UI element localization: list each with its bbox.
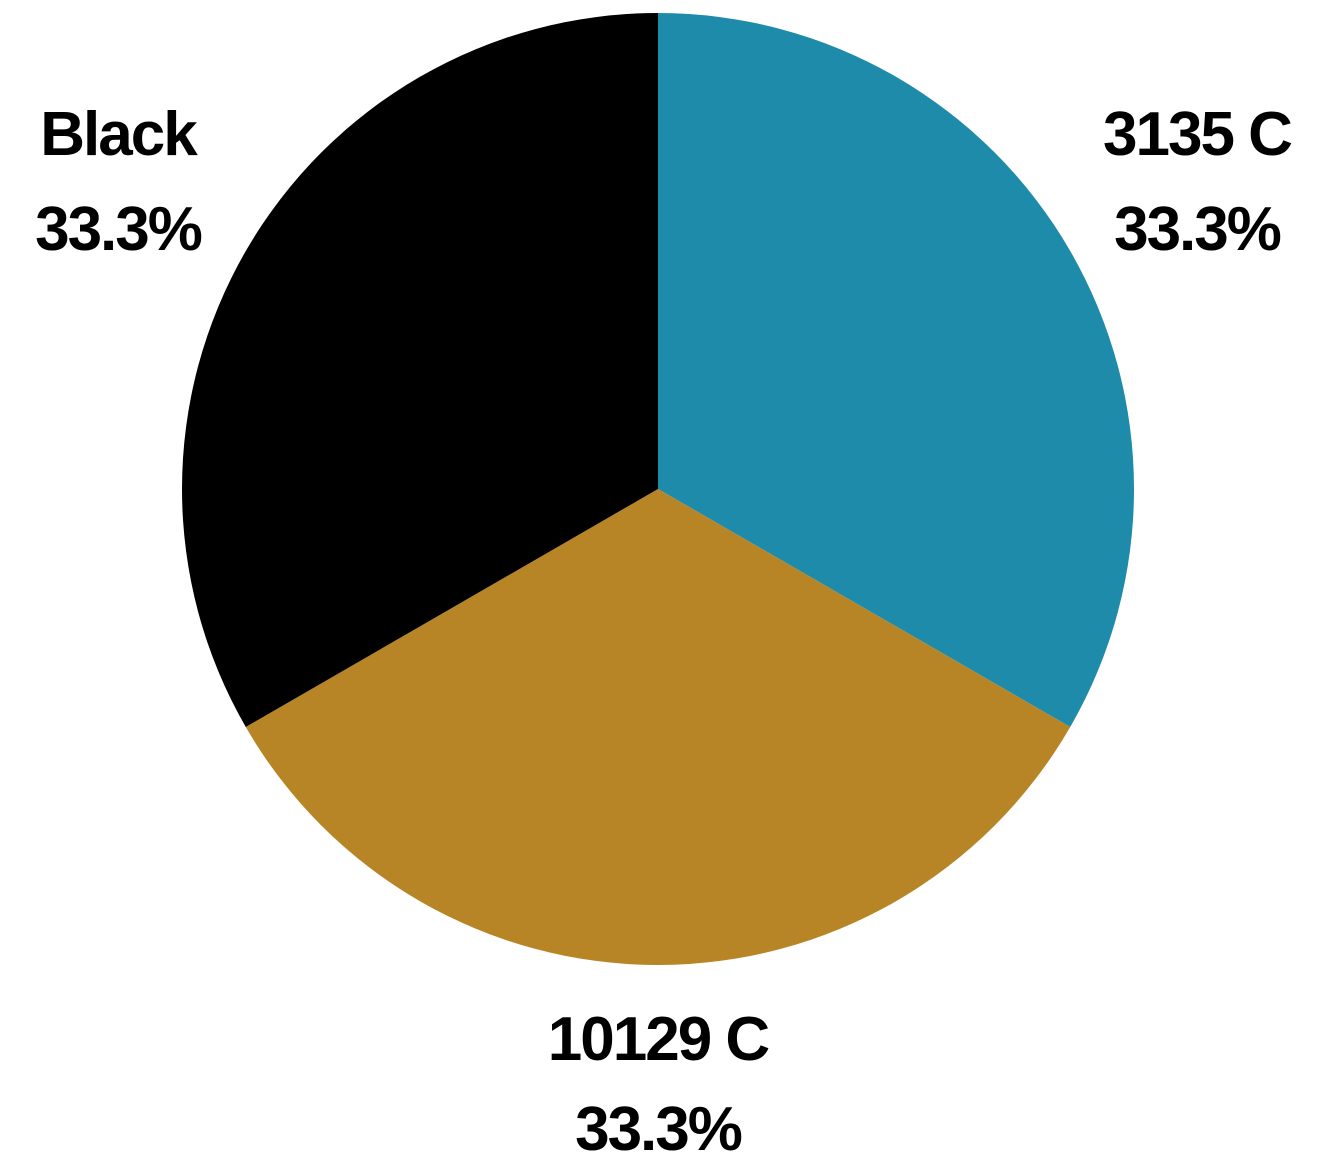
- pie-slice-10129-c: [245, 489, 1071, 965]
- slice-name-label: 3135 C: [1103, 100, 1292, 169]
- slice-percent-label: 33.3%: [575, 1095, 742, 1161]
- slice-percent-label: 33.3%: [1114, 195, 1281, 264]
- pie-slice-black: [182, 13, 658, 727]
- slice-name-label: 10129 C: [548, 1005, 770, 1074]
- slice-percent-label: 33.3%: [35, 195, 202, 264]
- pie-slices: [182, 13, 1134, 965]
- slice-name-label: Black: [40, 100, 198, 169]
- pie-slice-3135-c: [658, 13, 1134, 727]
- pie-labels: 3135 C 33.3% 10129 C 33.3% Black 33.3%: [35, 100, 1294, 1161]
